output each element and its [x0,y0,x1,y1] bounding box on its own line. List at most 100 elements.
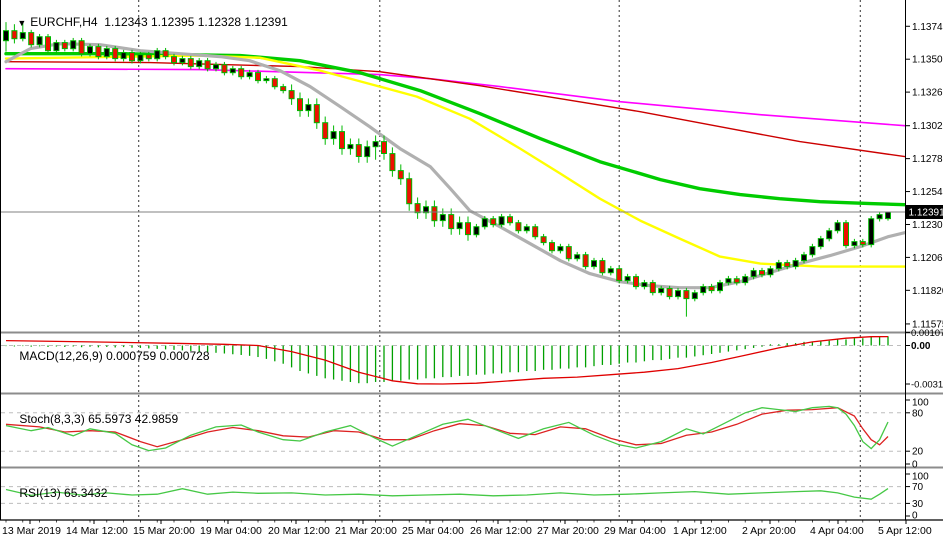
candle-bearish [859,241,866,246]
candle-bearish [61,42,68,50]
candle-bearish [532,226,539,238]
stoch-axis-label: 100 [912,398,929,409]
candle-bearish [112,48,119,60]
candle-bearish [355,144,362,158]
candle-bullish [607,268,614,274]
price-axis-label: 1.13020 [912,121,943,132]
time-axis-label: 15 Mar 20:00 [133,525,195,537]
candle-bearish [397,170,404,180]
candle-bullish [456,222,463,230]
candle-bullish [725,278,732,284]
candle-bearish [733,278,740,284]
time-axis-label: 13 Mar 2019 [2,525,61,537]
macd-axis-label: 0.001076 [911,328,943,339]
candle-bullish [19,32,26,40]
candle-bullish [70,40,77,50]
candle-bullish [439,214,446,222]
candle-bullish [717,282,723,292]
candle-bullish [809,246,816,256]
candle-bearish [271,78,278,88]
time-axis-label: 4 Apr 04:00 [810,525,864,537]
candle-bullish [700,286,707,294]
candle-bullish [137,54,144,62]
candle-bullish [523,226,530,232]
candle-bullish [624,276,631,282]
candle-bullish [179,58,186,64]
candle-bullish [742,276,749,284]
candle-bearish [45,36,51,52]
stoch-axis-label: 80 [912,408,924,419]
price-axis-label: 1.12060 [912,253,943,264]
candle-bearish [666,288,673,298]
candle-bullish [767,268,774,276]
candle-bullish [826,230,833,240]
candle-bearish [389,153,396,172]
candle-bearish [515,222,522,232]
candle-bullish [481,218,488,228]
rsi-axis-label: 0 [912,511,918,522]
candle-bearish [78,40,85,55]
time-axis-label: 14 Mar 12:00 [66,525,128,537]
candle-bearish [490,218,497,226]
candle-bullish [792,260,799,268]
candle-bearish [406,178,413,205]
macd-axis-label: 0.00 [911,341,931,352]
symbol-dropdown-icon[interactable]: ▼ [17,18,27,28]
time-axis-label: 19 Mar 04:00 [200,525,262,537]
time-axis-label: 29 Mar 04:00 [604,525,666,537]
candle-bullish [876,214,883,220]
candle-bearish [465,222,471,236]
rsi-line [5,488,889,500]
candle-bearish [431,206,438,222]
time-axis-label: 2 Apr 20:00 [742,525,796,537]
candle-bullish [263,78,270,82]
candle-bullish [885,211,891,220]
candle-bearish [784,262,791,268]
time-axis-label: 5 Apr 12:00 [878,525,932,537]
candle-bullish [658,288,665,294]
price-axis-label: 1.13505 [912,55,943,66]
candle-bearish [95,46,102,58]
candle-bearish [171,56,177,64]
macd-plot [5,335,889,385]
candle-bullish [641,282,648,288]
time-axis-label: 26 Mar 12:00 [470,525,532,537]
candle-bullish [372,141,379,148]
candle-bullish [574,254,581,260]
candle-bearish [843,222,849,247]
stoch-k-line [5,405,889,452]
price-axis-label: 1.13745 [912,22,943,33]
candle-bearish [540,236,547,244]
time-axis-label: 21 Mar 20:00 [335,525,397,537]
candle-bullish [498,216,505,226]
ma-line-green [4,52,905,207]
candle-bullish [305,104,312,112]
price-axis-label: 1.12540 [912,187,943,198]
candle-bearish [448,214,455,230]
candle-bullish [801,254,807,262]
candle-bullish [53,42,60,52]
candle-bullish [229,68,236,74]
candle-bearish [339,131,345,150]
candle-bullish [246,72,253,78]
time-axis-label: 27 Mar 20:00 [537,525,599,537]
candle-bearish [708,286,715,292]
candle-bearish [549,242,555,252]
candle-bullish [423,206,429,214]
candle-bullish [347,144,354,150]
stoch-plot [5,405,889,452]
candle-bullish [834,222,841,232]
candle-bullish [213,64,219,70]
candle-bearish [322,122,329,140]
price-axis-label: 1.12300 [912,220,943,231]
price-axis-label: 1.12780 [912,154,943,165]
time-axis-label: 1 Apr 12:00 [673,525,727,537]
time-axis-label: 20 Mar 12:00 [268,525,330,537]
candle-bearish [221,64,228,74]
candle-bearish [565,246,572,260]
stoch-axis-label: 20 [912,447,924,458]
candle-bearish [129,52,135,62]
